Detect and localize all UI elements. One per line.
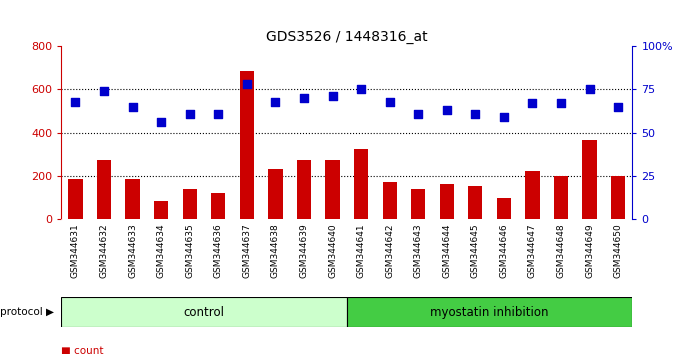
Point [241, 81, 252, 87]
Point [270, 99, 281, 104]
Point [441, 107, 452, 113]
Bar [325, 160, 339, 219]
Text: GSM344647: GSM344647 [528, 223, 537, 278]
Title: GDS3526 / 1448316_at: GDS3526 / 1448316_at [266, 30, 428, 44]
Text: GSM344635: GSM344635 [185, 223, 194, 278]
Text: GSM344642: GSM344642 [385, 223, 394, 278]
Text: GSM344639: GSM344639 [299, 223, 309, 278]
Point [184, 111, 195, 116]
Point [556, 101, 566, 106]
Point [299, 95, 309, 101]
Bar [468, 186, 482, 219]
Bar [525, 171, 539, 219]
Point [156, 120, 167, 125]
Bar [411, 189, 425, 219]
Text: GSM344641: GSM344641 [356, 223, 366, 278]
Bar [347, 297, 632, 327]
Bar [268, 169, 282, 219]
Text: GSM344637: GSM344637 [242, 223, 252, 278]
Bar [382, 182, 396, 219]
Point [384, 99, 395, 104]
Point [356, 86, 367, 92]
Text: GSM344648: GSM344648 [556, 223, 566, 278]
Text: GSM344636: GSM344636 [214, 223, 223, 278]
Text: GSM344643: GSM344643 [413, 223, 423, 278]
Point [584, 86, 595, 92]
Text: GSM344649: GSM344649 [585, 223, 594, 278]
Text: GSM344638: GSM344638 [271, 223, 280, 278]
Text: ■ count: ■ count [61, 346, 103, 354]
Text: GSM344631: GSM344631 [71, 223, 80, 278]
Text: GSM344640: GSM344640 [328, 223, 337, 278]
Bar [97, 160, 111, 219]
Text: protocol ▶: protocol ▶ [1, 307, 54, 318]
Text: GSM344650: GSM344650 [613, 223, 623, 278]
Point [70, 99, 81, 104]
Bar [611, 176, 625, 219]
Point [213, 111, 224, 116]
Text: GSM344634: GSM344634 [156, 223, 166, 278]
Bar [61, 297, 347, 327]
Point [99, 88, 109, 94]
Bar [125, 179, 139, 219]
Text: GSM344644: GSM344644 [442, 223, 452, 278]
Bar [182, 189, 197, 219]
Bar [439, 184, 454, 219]
Point [470, 111, 481, 116]
Bar [239, 71, 254, 219]
Bar [582, 140, 596, 219]
Text: GSM344646: GSM344646 [499, 223, 509, 278]
Point [498, 114, 509, 120]
Bar [554, 176, 568, 219]
Bar [296, 160, 311, 219]
Point [527, 101, 538, 106]
Text: control: control [184, 306, 224, 319]
Bar [211, 193, 225, 219]
Bar [354, 149, 368, 219]
Bar [496, 198, 511, 219]
Point [613, 104, 624, 110]
Text: GSM344632: GSM344632 [99, 223, 109, 278]
Bar [154, 201, 168, 219]
Text: myostatin inhibition: myostatin inhibition [430, 306, 549, 319]
Point [127, 104, 138, 110]
Point [413, 111, 424, 116]
Bar [68, 179, 82, 219]
Text: GSM344633: GSM344633 [128, 223, 137, 278]
Text: GSM344645: GSM344645 [471, 223, 480, 278]
Point [327, 93, 338, 99]
